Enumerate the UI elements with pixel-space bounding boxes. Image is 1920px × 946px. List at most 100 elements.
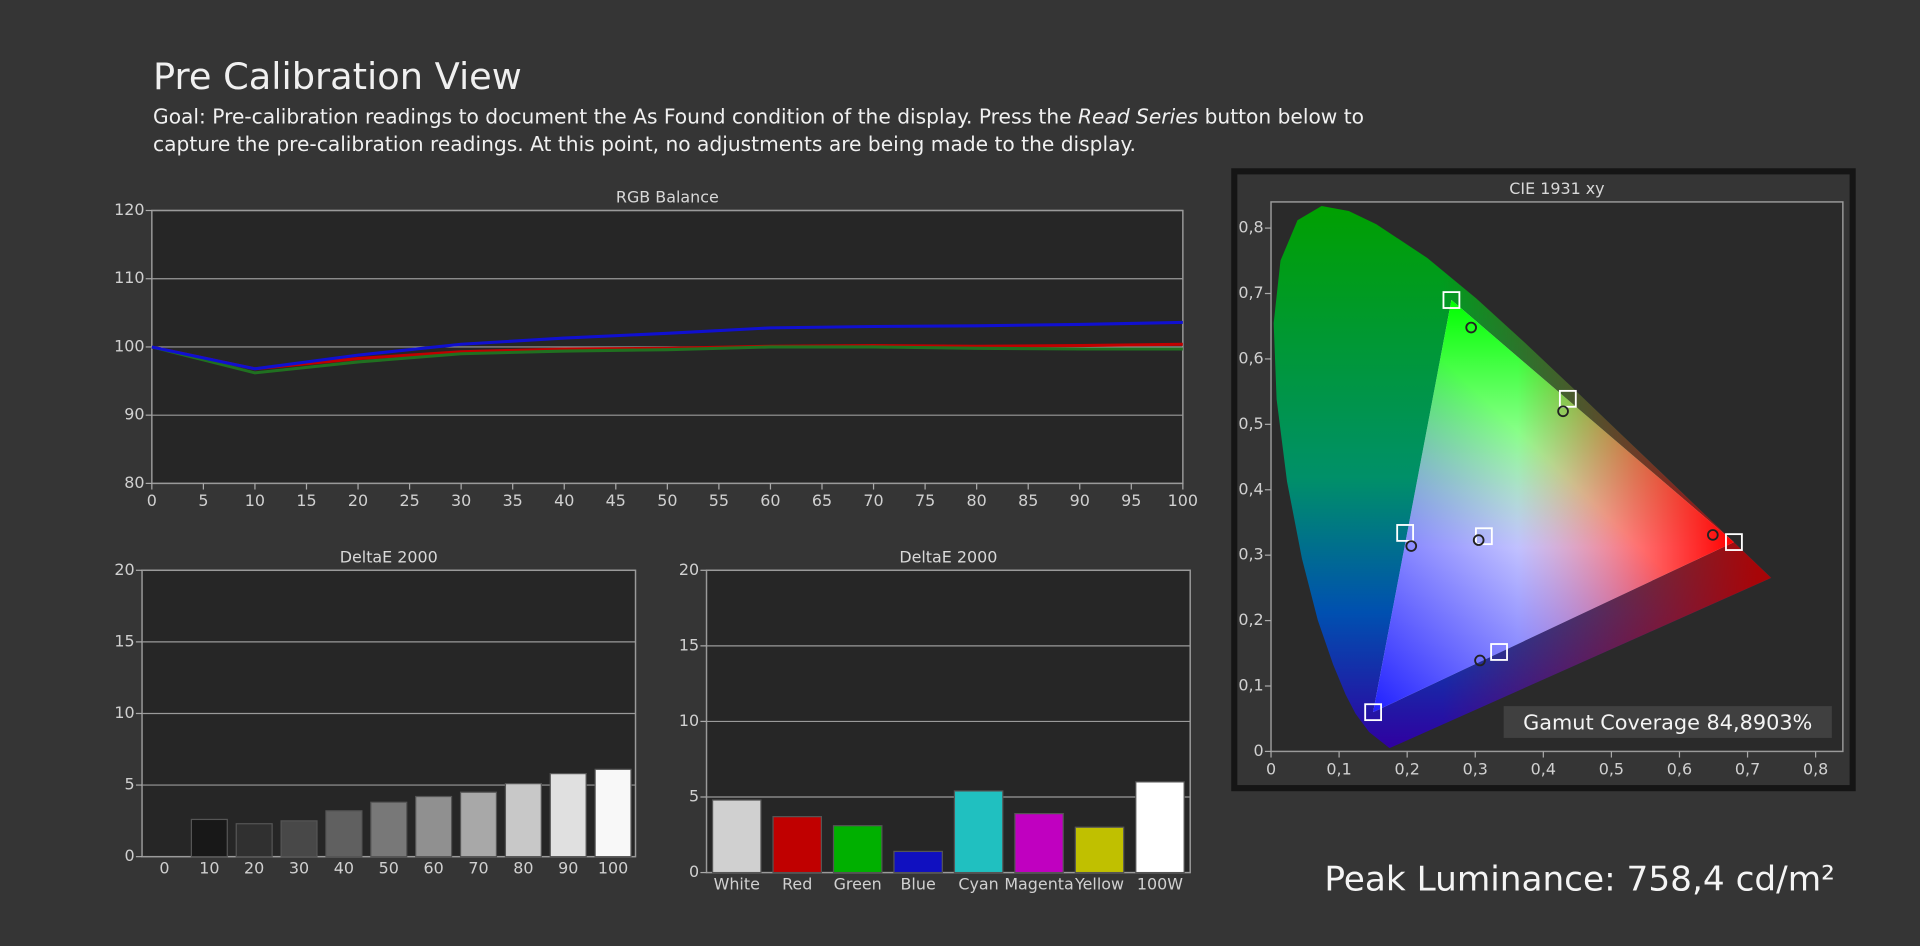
chart-title: CIE 1931 xy bbox=[1509, 179, 1604, 198]
x-tick-label: 75 bbox=[915, 491, 935, 510]
bar bbox=[459, 791, 498, 858]
goal-text: capture the pre-calibration readings. At… bbox=[153, 132, 1136, 156]
y-tick-label: 0,4 bbox=[1238, 479, 1263, 498]
x-tick-label: 70 bbox=[863, 491, 883, 510]
x-tick-label: 25 bbox=[399, 491, 419, 510]
chart-title: RGB Balance bbox=[616, 188, 719, 207]
bar bbox=[1014, 813, 1064, 874]
measured-marker bbox=[1557, 405, 1569, 418]
x-tick-label: 0,5 bbox=[1599, 759, 1624, 778]
x-tick-label: 90 bbox=[558, 858, 578, 877]
x-tick-label: 10 bbox=[245, 491, 265, 510]
x-tick-label: Red bbox=[782, 874, 812, 893]
x-tick-label: 55 bbox=[709, 491, 729, 510]
target-marker bbox=[1396, 524, 1415, 542]
peak-luminance: Peak Luminance: 758,4 cd/m² bbox=[1324, 860, 1835, 900]
x-tick-label: 0,3 bbox=[1463, 759, 1488, 778]
y-tick-label: 15 bbox=[114, 631, 134, 650]
x-tick-label: 65 bbox=[812, 491, 832, 510]
x-tick-label: 80 bbox=[967, 491, 987, 510]
x-tick-label: 100 bbox=[1168, 491, 1198, 510]
goal-text-italic: Read Series bbox=[1078, 104, 1199, 128]
x-tick-label: Green bbox=[834, 874, 882, 893]
y-tick-label: 5 bbox=[689, 787, 699, 806]
y-tick-label: 0,7 bbox=[1238, 283, 1263, 302]
chart-title: DeltaE 2000 bbox=[899, 548, 997, 567]
x-tick-label: 10 bbox=[199, 858, 219, 877]
y-tick-label: 110 bbox=[114, 268, 144, 287]
target-marker bbox=[1442, 291, 1461, 309]
bar bbox=[953, 790, 1004, 874]
goal-text: Goal: Pre-calibration readings to docume… bbox=[153, 104, 1364, 128]
x-tick-label: Magenta bbox=[1004, 874, 1073, 893]
x-tick-label: 0,6 bbox=[1667, 759, 1692, 778]
y-tick-label: 100 bbox=[114, 336, 144, 355]
measured-marker bbox=[1472, 534, 1485, 546]
x-tick-label: 90 bbox=[1070, 491, 1090, 510]
x-tick-label: 20 bbox=[244, 858, 264, 877]
x-tick-label: 50 bbox=[657, 491, 677, 510]
y-tick-label: 20 bbox=[679, 560, 699, 579]
bar bbox=[235, 823, 273, 858]
y-tick-label: 0,6 bbox=[1238, 348, 1263, 367]
annotation: Gamut Coverage 84,8903% bbox=[1523, 710, 1812, 734]
bar bbox=[190, 818, 228, 858]
y-tick-label: 0,2 bbox=[1238, 610, 1263, 629]
page-title: Pre Calibration View bbox=[153, 55, 522, 98]
x-tick-label: 35 bbox=[503, 491, 523, 510]
x-tick-label: Yellow bbox=[1074, 874, 1124, 893]
x-tick-label: 0,8 bbox=[1803, 759, 1828, 778]
target-marker bbox=[1558, 389, 1577, 408]
bar bbox=[504, 783, 542, 858]
goal-text-part: button below to bbox=[1198, 104, 1364, 128]
target-marker bbox=[1364, 703, 1383, 722]
x-tick-label: Blue bbox=[901, 874, 936, 893]
target-marker bbox=[1725, 533, 1743, 551]
y-tick-label: 0,8 bbox=[1238, 218, 1263, 237]
annotation-box bbox=[1503, 706, 1832, 738]
series-line bbox=[151, 320, 1183, 371]
bar bbox=[1074, 826, 1125, 874]
x-tick-label: 40 bbox=[554, 491, 574, 510]
bar bbox=[415, 795, 453, 858]
bar bbox=[832, 825, 883, 874]
bar bbox=[370, 801, 408, 858]
measured-marker bbox=[1405, 540, 1418, 552]
x-tick-label: 85 bbox=[1018, 491, 1038, 510]
x-tick-label: 100 bbox=[598, 858, 628, 877]
bar bbox=[1135, 781, 1185, 874]
y-tick-label: 0,1 bbox=[1238, 676, 1263, 695]
x-tick-label: 50 bbox=[379, 858, 399, 877]
y-tick-label: 20 bbox=[114, 560, 134, 579]
x-tick-label: 15 bbox=[296, 491, 316, 510]
x-tick-label: 100W bbox=[1137, 874, 1183, 893]
y-tick-label: 0 bbox=[1254, 741, 1264, 760]
bar bbox=[325, 810, 363, 858]
y-tick-label: 5 bbox=[125, 775, 135, 794]
bar bbox=[280, 820, 318, 858]
y-tick-label: 0,5 bbox=[1238, 414, 1263, 433]
target-marker bbox=[1490, 643, 1508, 661]
x-tick-label: 0,7 bbox=[1735, 759, 1760, 778]
y-tick-label: 0 bbox=[689, 862, 699, 881]
gamut-triangle bbox=[1373, 300, 1734, 713]
x-tick-label: 95 bbox=[1121, 491, 1141, 510]
y-tick-label: 10 bbox=[679, 711, 699, 730]
y-tick-label: 10 bbox=[114, 703, 134, 722]
series-line bbox=[151, 345, 1183, 375]
x-tick-label: White bbox=[714, 874, 760, 893]
goal-text-part: Goal: Pre-calibration readings to docume… bbox=[153, 104, 1078, 128]
y-tick-label: 80 bbox=[124, 473, 144, 492]
bar bbox=[772, 816, 823, 874]
x-tick-label: 30 bbox=[451, 491, 471, 510]
y-tick-label: 0,3 bbox=[1238, 545, 1263, 564]
x-tick-label: 80 bbox=[513, 858, 533, 877]
y-tick-label: 120 bbox=[114, 200, 144, 219]
x-tick-label: 30 bbox=[289, 858, 309, 877]
x-tick-label: 60 bbox=[424, 858, 444, 877]
measured-marker bbox=[1474, 654, 1486, 667]
y-tick-label: 0 bbox=[125, 846, 135, 865]
y-tick-label: 15 bbox=[679, 635, 699, 654]
